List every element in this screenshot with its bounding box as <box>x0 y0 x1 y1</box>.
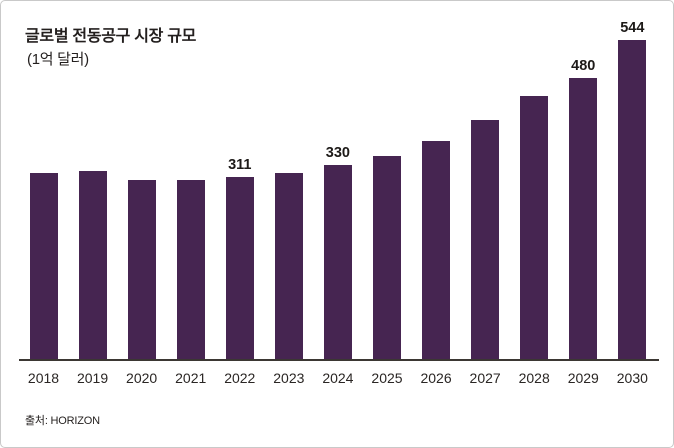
x-axis-tick-labels: 2018 2019 2020 2021 2022 2023 2024 2025 2026 2027… <box>1 370 673 388</box>
x-tick-2024: 2024 <box>322 370 354 386</box>
chart-title: 글로벌 전동공구 시장 규모 <box>25 28 197 45</box>
x-tick-2026: 2026 <box>420 370 452 386</box>
bar-2026 <box>422 141 451 359</box>
bar-value-label-2029: 480 <box>571 58 596 74</box>
x-tick-2020: 2020 <box>126 370 158 386</box>
x-tick-2023: 2023 <box>273 370 305 386</box>
bar-2027 <box>471 120 500 359</box>
x-tick-2027: 2027 <box>469 370 501 386</box>
bar-2023 <box>274 173 303 359</box>
bar-value-label-2022: 311 <box>228 157 252 173</box>
bar-2029 <box>569 78 598 359</box>
bar-2020 <box>127 180 156 359</box>
bar-value-label-2024: 330 <box>325 145 350 161</box>
bar-2024 <box>323 165 352 359</box>
x-tick-2021: 2021 <box>175 370 207 386</box>
bar-2021 <box>176 180 205 359</box>
plot-area: 311 330 480 544 <box>1 1 673 361</box>
bar-value-label-2030: 544 <box>620 20 645 36</box>
x-tick-2018: 2018 <box>27 370 60 386</box>
x-tick-2019: 2019 <box>76 370 109 386</box>
bar-2030 <box>618 40 647 359</box>
bar-2019 <box>78 171 107 359</box>
x-tick-2028: 2028 <box>518 370 550 386</box>
bar-2018 <box>29 173 58 359</box>
x-axis-line <box>19 359 659 361</box>
source-note: 출처: HORIZON <box>25 415 100 427</box>
x-tick-2029: 2029 <box>567 370 599 386</box>
x-tick-2022: 2022 <box>224 370 256 386</box>
x-tick-2025: 2025 <box>371 370 403 386</box>
bar-2025 <box>372 156 401 359</box>
bar-2028 <box>520 96 549 359</box>
chart-unit-label: (1억 달러) <box>27 51 89 68</box>
x-tick-2030: 2030 <box>616 370 648 386</box>
bar-2022 <box>225 177 254 359</box>
